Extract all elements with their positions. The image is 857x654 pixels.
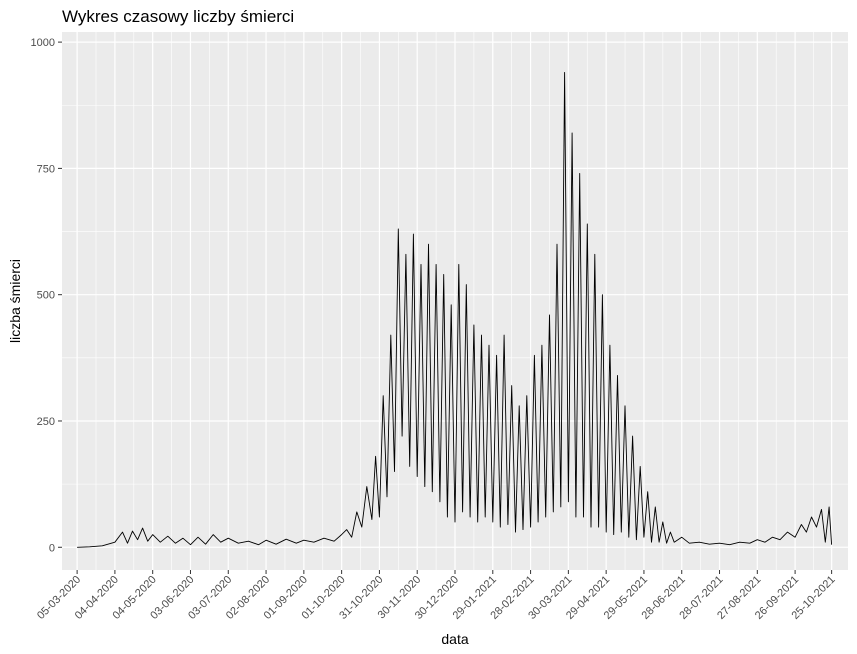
y-axis-label: liczba śmierci bbox=[7, 259, 23, 343]
grid-minor bbox=[62, 32, 848, 570]
y-tick-label: 750 bbox=[37, 163, 55, 175]
y-tick-label: 1000 bbox=[31, 37, 55, 49]
grid-major bbox=[62, 32, 848, 570]
y-axis: 0 250 500 750 1000 bbox=[31, 37, 62, 554]
y-tick-label: 0 bbox=[49, 542, 55, 554]
chart-title: Wykres czasowy liczby śmierci bbox=[62, 7, 294, 26]
x-axis-label: data bbox=[441, 631, 468, 647]
x-axis: 05-03-202004-04-202004-05-202003-06-2020… bbox=[35, 570, 838, 622]
series-line bbox=[77, 71, 833, 548]
y-tick-label: 250 bbox=[37, 416, 55, 428]
y-tick-label: 500 bbox=[37, 290, 55, 302]
